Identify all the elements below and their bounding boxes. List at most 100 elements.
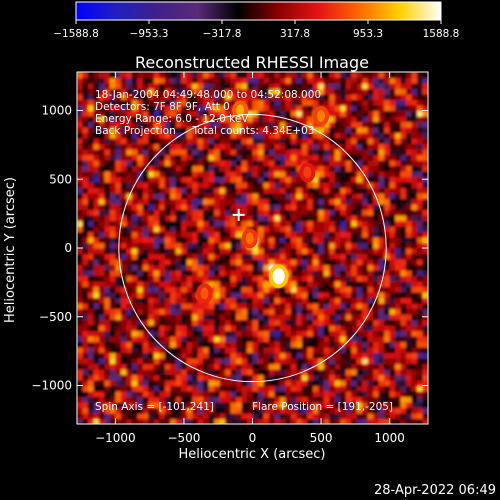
heatmap-cell [247,204,254,211]
heatmap-cell [126,132,133,139]
heatmap-cell [203,391,210,398]
info-line-time: 18-Jan-2004 04:49:48.000 to 04:52:08.000 [95,89,321,101]
heatmap-cell [87,204,95,211]
heatmap-cell [98,352,106,359]
heatmap-cell [181,303,188,310]
heatmap-cell [214,193,221,200]
heatmap-cell [395,358,402,365]
heatmap-cell [120,248,127,255]
heatmap-cell [170,165,177,172]
heatmap-cell [247,160,254,167]
heatmap-cell [411,83,418,90]
heatmap-cell [290,193,297,200]
heatmap-cell [285,99,292,106]
heatmap-cell [367,319,374,326]
heatmap-cell [406,336,413,343]
heatmap-cell [197,160,204,167]
heatmap-cell [164,77,171,84]
heatmap-cell [268,182,276,189]
heatmap-cell [373,259,380,266]
heatmap-cell [384,319,391,326]
heatmap-cell [93,204,100,211]
heatmap-cell [137,374,144,381]
heatmap-cell [340,391,347,398]
heatmap-cell [82,220,89,227]
heatmap-cell [323,215,330,222]
heatmap-cell [417,165,424,172]
heatmap-cell [411,358,418,365]
heatmap-cell [104,160,111,167]
heatmap-cell [345,380,352,387]
heatmap-cell [197,110,204,117]
heatmap-cell [411,369,418,376]
heatmap-cell [345,193,352,200]
heatmap-cell [334,165,341,172]
heatmap-cell [214,418,221,424]
heatmap-cell [197,215,204,222]
heatmap-cell [356,226,363,233]
heatmap-cell [203,418,210,424]
heatmap-cell [400,385,407,392]
heatmap-cell [263,286,270,293]
heatmap-cell [247,358,254,365]
heatmap-cell [247,72,254,79]
heatmap-cell [257,270,265,277]
heatmap-cell [422,407,428,414]
heatmap-cell [186,220,193,227]
heatmap-cell [203,374,210,381]
heatmap-cell [197,347,204,354]
heatmap-cell [170,176,177,183]
heatmap-cell [362,110,369,117]
heatmap-cell [422,72,428,79]
heatmap-cell [307,407,314,414]
heatmap-cell [340,220,347,227]
heatmap-cell [148,215,155,222]
heatmap-cell [126,286,133,293]
heatmap-cell [274,94,281,101]
heatmap-cell [362,105,369,112]
heatmap-cell [252,347,259,354]
y-tick-label: 0 [64,241,72,255]
heatmap-cell [378,121,385,128]
heatmap-cell [395,187,402,194]
heatmap-cell [351,88,358,95]
heatmap-cell [411,352,418,359]
heatmap-cell [241,407,248,414]
heatmap-cell [137,127,144,134]
heatmap-cell [279,407,287,414]
heatmap-cell [345,292,352,299]
heatmap-cell [159,121,166,128]
heatmap-cell [181,110,188,117]
heatmap-cell [389,182,396,189]
heatmap-cell [93,231,100,238]
heatmap-cell [77,171,84,178]
heatmap-cell [263,319,270,326]
heatmap-cell [257,132,265,139]
heatmap-cell [159,325,166,332]
heatmap-cell [318,314,325,321]
heatmap-cell [252,352,259,359]
heatmap-cell [312,297,319,304]
heatmap-cell [373,352,380,359]
heatmap-cell [109,270,116,277]
heatmap-cell [219,336,226,343]
heatmap-cell [252,336,259,343]
heatmap-cell [301,391,308,398]
heatmap-cell [345,72,352,79]
heatmap-cell [257,407,265,414]
heatmap-cell [373,336,380,343]
heatmap-cell [268,347,276,354]
heatmap-cell [268,242,276,249]
heatmap-cell [329,270,336,277]
heatmap-cell [82,402,89,409]
heatmap-cell [389,374,396,381]
heatmap-cell [395,385,402,392]
heatmap-cell [126,314,133,321]
heatmap-cell [82,314,89,321]
heatmap-cell [109,231,116,238]
heatmap-cell [268,116,276,123]
heatmap-cell [323,297,330,304]
heatmap-cell [164,341,171,348]
heatmap-cell [257,286,265,293]
heatmap-cell [230,242,237,249]
